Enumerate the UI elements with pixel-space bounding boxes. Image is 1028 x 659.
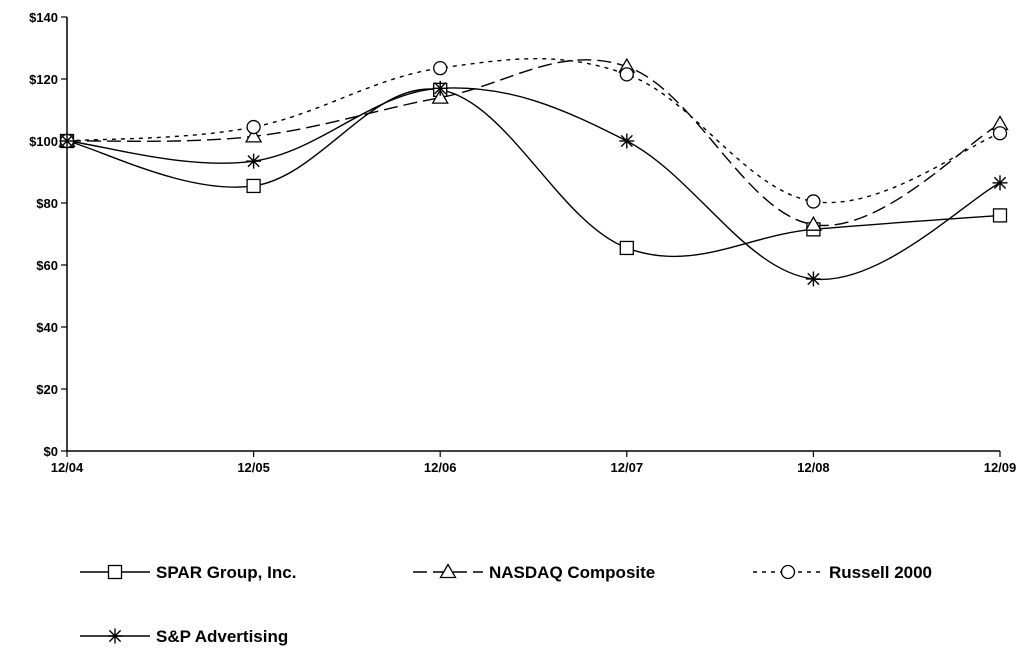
data-point-star	[992, 175, 1008, 191]
y-tick-label: $80	[36, 196, 58, 211]
series-line-3	[66, 87, 1001, 281]
series-markers	[58, 57, 1009, 287]
y-tick-label: $140	[29, 10, 58, 25]
legend-marker-triangle	[439, 563, 457, 579]
x-tick-label: 12/05	[237, 460, 270, 475]
legend-label: S&P Advertising	[156, 627, 288, 646]
data-point-star	[805, 271, 821, 287]
data-point-star	[246, 153, 262, 169]
y-tick-label: $20	[36, 382, 58, 397]
series-line-1	[66, 59, 1001, 227]
legend-label: SPAR Group, Inc.	[156, 563, 296, 582]
legend: SPAR Group, Inc. NASDAQ Composite Russell …	[80, 563, 932, 646]
data-point-square	[619, 240, 634, 256]
data-point-circle	[806, 194, 821, 209]
data-point-star	[59, 133, 75, 149]
legend-item: NASDAQ Composite	[413, 563, 655, 582]
legend-item: SPAR Group, Inc.	[80, 563, 296, 582]
x-tick-label: 12/07	[611, 460, 644, 475]
axes: $0 $20 $40 $60 $80 $100 $120 $140 12/04 12/05 12/0…	[29, 10, 1016, 475]
series-line-2	[66, 57, 1001, 204]
data-point-circle	[433, 61, 448, 76]
x-tick-label: 12/09	[984, 460, 1017, 475]
data-point-square	[992, 208, 1008, 223]
y-tick-label: $100	[29, 134, 58, 149]
y-tick-label: $40	[36, 320, 58, 335]
x-tick-label: 12/04	[51, 460, 84, 475]
series-lines	[66, 57, 1001, 281]
data-point-star	[432, 80, 448, 96]
data-point-triangle	[244, 127, 263, 143]
legend-marker-square	[107, 564, 123, 580]
x-tick-label: 12/06	[424, 460, 457, 475]
data-point-star	[619, 133, 635, 149]
series-line-0	[66, 88, 1001, 258]
data-point-triangle	[804, 215, 823, 231]
data-point-triangle	[431, 88, 449, 104]
legend-label: NASDAQ Composite	[489, 563, 655, 582]
legend-item: S&P Advertising	[80, 627, 288, 646]
legend-marker-circle	[780, 564, 796, 580]
data-point-circle	[246, 119, 261, 135]
x-tick-label: 12/08	[797, 460, 830, 475]
legend-item: Russell 2000	[753, 563, 932, 582]
y-tick-label: $120	[29, 72, 58, 87]
y-tick-label: $0	[44, 444, 58, 459]
legend-marker-star	[107, 628, 123, 644]
y-tick-label: $60	[36, 258, 58, 273]
legend-label: Russell 2000	[829, 563, 932, 582]
data-point-square	[246, 178, 261, 194]
data-point-circle	[992, 126, 1008, 141]
data-point-circle	[619, 67, 634, 82]
